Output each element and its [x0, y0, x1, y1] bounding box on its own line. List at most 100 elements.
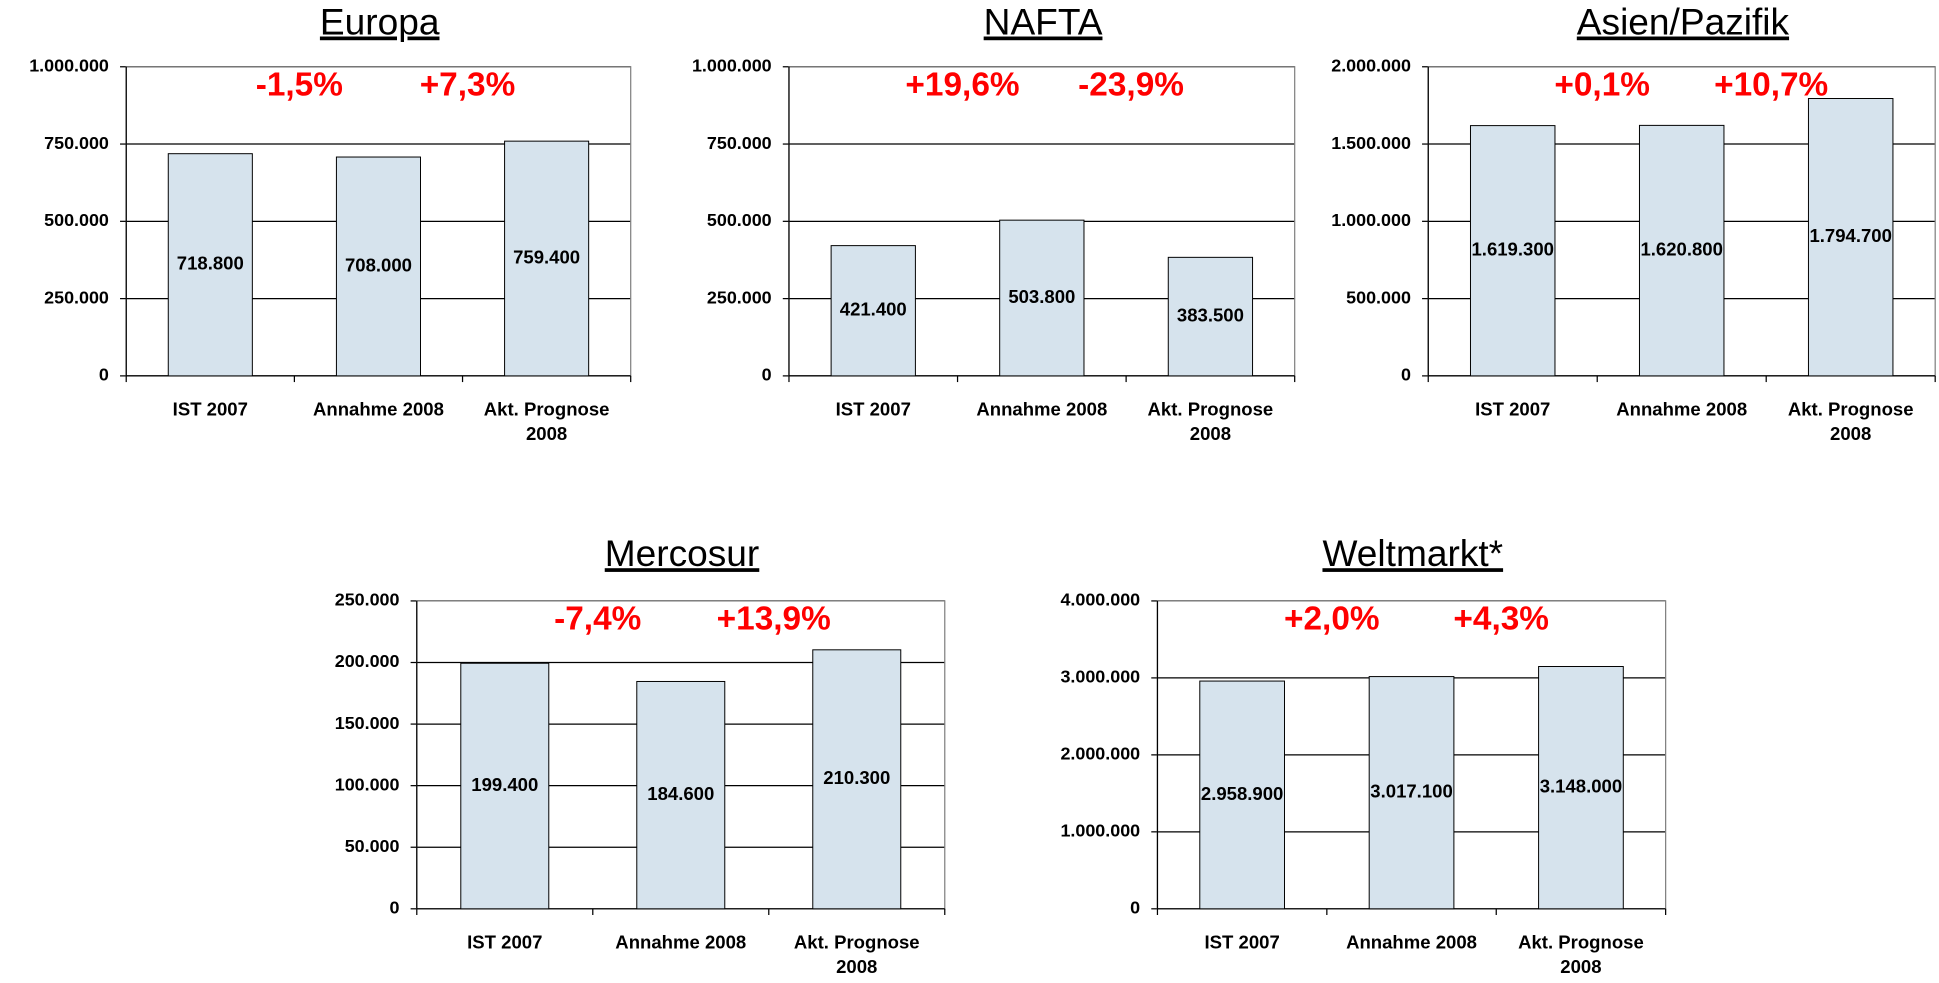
- annotation: +0,1%: [1554, 66, 1650, 103]
- y-tick-label: 0: [1401, 365, 1411, 385]
- y-tick-label: 500.000: [1346, 287, 1411, 307]
- data-label: 1.620.800: [1640, 239, 1722, 260]
- annotation: -23,9%: [1078, 66, 1184, 103]
- y-tick-label: 1.000.000: [1060, 821, 1140, 841]
- bar: [1538, 666, 1624, 910]
- x-tick-label: Akt. Prognose 2008: [483, 399, 610, 446]
- data-label: 421.400: [840, 299, 907, 320]
- x-tick-label: Annahme 2008: [312, 399, 444, 421]
- y-tick-label: 0: [99, 365, 109, 385]
- data-label: 718.800: [177, 253, 244, 274]
- x-tick-label: Akt. Prognose 2008: [1787, 399, 1914, 446]
- bar: [504, 140, 590, 377]
- x-tick-label: IST 2007: [1475, 399, 1551, 421]
- data-label: 210.300: [823, 767, 890, 788]
- annotation: -1,5%: [256, 66, 343, 103]
- annotation: +19,6%: [905, 66, 1019, 103]
- y-tick-label: 1.000.000: [692, 56, 772, 76]
- bar: [1638, 124, 1725, 377]
- bar: [999, 219, 1085, 377]
- y-tick-label: 0: [762, 365, 772, 385]
- y-tick-label: 150.000: [335, 713, 400, 733]
- x-tick-label: IST 2007: [172, 399, 248, 421]
- y-tick-label: 2.000.000: [1060, 744, 1140, 764]
- x-tick-label-box: Annahme 2008: [976, 399, 1108, 421]
- annotation: +10,7%: [1714, 66, 1828, 103]
- data-label: 184.600: [647, 783, 714, 804]
- data-label: 2.958.900: [1201, 783, 1283, 804]
- bar: [460, 662, 550, 910]
- x-tick-label-box: IST 2007: [1475, 399, 1551, 421]
- x-tick-label: Annahme 2008: [976, 399, 1108, 421]
- bar: [636, 680, 726, 910]
- y-tick-label: 2.000.000: [1331, 56, 1411, 76]
- x-tick-label-box: IST 2007: [835, 399, 911, 421]
- x-tick-label: IST 2007: [1204, 932, 1280, 954]
- y-tick-label: 250.000: [335, 590, 400, 610]
- annotation: +7,3%: [420, 66, 516, 103]
- x-tick-label: Akt. Prognose 2008: [793, 932, 920, 979]
- x-tick-label-box: Annahme 2008: [1616, 399, 1748, 421]
- y-tick-label: 4.000.000: [1060, 590, 1140, 610]
- annotation: -7,4%: [554, 601, 641, 638]
- data-label: 3.148.000: [1540, 776, 1622, 797]
- annotation: +13,9%: [717, 601, 831, 638]
- data-label: 383.500: [1177, 305, 1244, 326]
- x-tick-label: Annahme 2008: [1346, 932, 1477, 954]
- y-tick-label: 3.000.000: [1060, 667, 1140, 687]
- x-tick-label-box: Akt. Prognose 2008: [1787, 399, 1914, 446]
- y-tick-label: 250.000: [44, 287, 109, 307]
- annotation: +2,0%: [1284, 601, 1380, 638]
- x-tick-label-box: Annahme 2008: [615, 932, 747, 954]
- data-label: 1.794.700: [1809, 225, 1891, 246]
- chart-title: NAFTA: [984, 1, 1103, 43]
- data-label: 199.400: [471, 774, 538, 795]
- y-tick-label: 750.000: [707, 133, 772, 153]
- chart-title: Europa: [320, 1, 440, 43]
- x-tick-label-box: Akt. Prognose 2008: [1518, 932, 1644, 979]
- data-label: 3.017.100: [1370, 781, 1452, 802]
- x-tick-label-box: Annahme 2008: [1346, 932, 1477, 954]
- x-tick-label-box: IST 2007: [1204, 932, 1280, 954]
- bar: [1167, 256, 1254, 377]
- x-tick-label: IST 2007: [467, 932, 543, 954]
- y-tick-label: 750.000: [44, 133, 109, 153]
- y-tick-label: 0: [1130, 898, 1140, 918]
- bar: [830, 245, 916, 377]
- bar: [167, 153, 253, 377]
- chart-title: Mercosur: [605, 532, 760, 574]
- data-label: 1.619.300: [1471, 239, 1553, 260]
- annotation: +4,3%: [1453, 601, 1549, 638]
- x-tick-label-box: IST 2007: [172, 399, 248, 421]
- bar: [812, 649, 902, 910]
- bar: [1469, 125, 1556, 377]
- x-tick-label: Akt. Prognose 2008: [1518, 932, 1644, 979]
- bar: [1807, 98, 1894, 377]
- y-tick-label: 500.000: [44, 210, 109, 230]
- y-tick-label: 250.000: [707, 287, 772, 307]
- x-tick-label: Akt. Prognose 2008: [1147, 399, 1274, 446]
- x-tick-label-box: Annahme 2008: [312, 399, 444, 421]
- bar: [1368, 676, 1455, 910]
- x-tick-label-box: Akt. Prognose 2008: [1147, 399, 1274, 446]
- bar: [335, 156, 421, 377]
- y-tick-label: 50.000: [345, 836, 400, 856]
- x-tick-label: Annahme 2008: [615, 932, 747, 954]
- x-tick-label: Annahme 2008: [1616, 399, 1748, 421]
- y-tick-label: 1.000.000: [29, 56, 109, 76]
- bar: [1199, 680, 1285, 910]
- x-tick-label-box: IST 2007: [467, 932, 543, 954]
- x-tick-label: IST 2007: [835, 399, 911, 421]
- y-tick-label: 200.000: [335, 651, 400, 671]
- y-tick-label: 1.500.000: [1331, 133, 1411, 153]
- x-tick-label-box: Akt. Prognose 2008: [793, 932, 920, 979]
- y-tick-label: 100.000: [335, 774, 400, 794]
- y-tick-label: 500.000: [707, 210, 772, 230]
- data-label: 708.000: [345, 254, 412, 275]
- y-tick-label: 0: [390, 898, 400, 918]
- data-label: 503.800: [1008, 286, 1075, 307]
- y-tick-label: 1.000.000: [1331, 210, 1411, 230]
- chart-title: Weltmarkt*: [1322, 532, 1503, 574]
